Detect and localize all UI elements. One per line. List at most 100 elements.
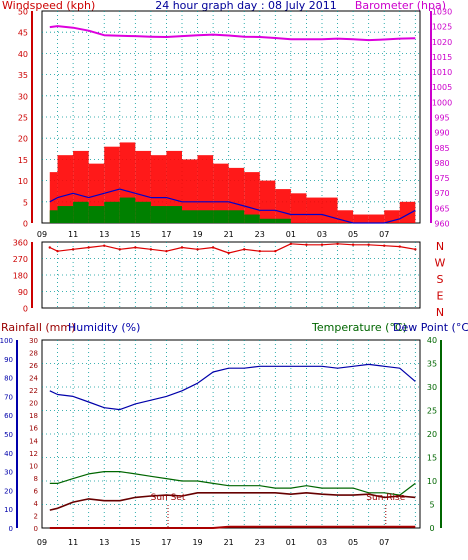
direction-point xyxy=(165,249,168,253)
wind-gust-bar xyxy=(399,201,416,223)
rain-tick-label: 8 xyxy=(34,475,38,483)
x-tick-label-wind: 03 xyxy=(317,230,327,239)
x-tick-label-temp: 13 xyxy=(99,538,109,547)
baro-tick-label: 965 xyxy=(434,204,449,213)
x-tick-label-temp: 21 xyxy=(224,538,234,547)
x-tick-label-wind: 01 xyxy=(286,230,296,239)
direction-point xyxy=(180,246,184,249)
x-tick-label-wind: 05 xyxy=(348,230,358,239)
wind-tick-label: 10 xyxy=(18,177,28,186)
baro-tick-label: 970 xyxy=(434,189,449,198)
direction-tick-label: 180 xyxy=(13,272,28,281)
wind-average-line xyxy=(49,188,416,224)
wind-min-bar xyxy=(259,218,276,223)
wind-tick-label: 5 xyxy=(23,198,28,207)
x-tick-label-wind: 09 xyxy=(37,230,47,239)
humidity-tick-label: 40 xyxy=(4,450,13,458)
x-tick-label-temp: 23 xyxy=(255,538,265,547)
x-tick-label-wind: 21 xyxy=(224,230,234,239)
wind-min-bar xyxy=(57,206,74,223)
rain-tick-label: 12 xyxy=(29,450,38,458)
wind-gust-bar xyxy=(306,197,322,223)
baro-tick-label: 1030 xyxy=(432,8,452,17)
x-tick-label-temp: 17 xyxy=(161,538,171,547)
rain-tick-label: 24 xyxy=(29,375,38,383)
direction-point xyxy=(243,248,246,251)
rain-tick-label: 16 xyxy=(29,425,38,433)
barometer-line xyxy=(49,25,416,42)
rain-tick-label: 6 xyxy=(34,487,39,495)
wind-axis-title: Windspeed (kph) xyxy=(2,0,95,12)
wind-gust-bar xyxy=(228,167,245,223)
rain-tick-label: 0 xyxy=(34,525,38,533)
wind-gust-bar xyxy=(166,150,182,223)
wind-min-bar xyxy=(197,210,214,223)
rain-tick-label: 10 xyxy=(29,462,38,470)
baro-tick-label: 990 xyxy=(434,129,449,138)
wind-gust-bar xyxy=(182,159,198,223)
wind-tick-label: 20 xyxy=(18,135,28,144)
direction-tick-label: 360 xyxy=(13,239,28,248)
temp-tick-label: 20 xyxy=(427,430,437,439)
direction-point xyxy=(289,242,293,246)
baro-tick-label: 980 xyxy=(434,159,449,168)
humidity-tick-label: 50 xyxy=(4,431,13,439)
wind-tick-label: 35 xyxy=(18,71,28,80)
baro-tick-label: 995 xyxy=(434,114,449,123)
temp-axis-title: Temperature (°C) xyxy=(311,321,407,334)
direction-point xyxy=(71,248,75,251)
temp-tick-label: 30 xyxy=(427,383,437,392)
humidity-tick-label: 10 xyxy=(4,506,13,514)
temp-tick-label: 35 xyxy=(427,360,437,369)
humidity-tick-label: 90 xyxy=(4,356,13,364)
temp-tick-label: 5 xyxy=(429,501,434,510)
wind-tick-label: 15 xyxy=(18,156,28,165)
direction-point xyxy=(305,243,308,246)
direction-point xyxy=(118,248,121,251)
direction-point xyxy=(196,248,199,251)
wind-tick-label: 25 xyxy=(18,114,28,123)
wind-tick-label: 40 xyxy=(18,50,28,59)
humidity-tick-label: 80 xyxy=(4,375,13,383)
wind-gust-bar xyxy=(49,172,58,223)
chart-title: 24 hour graph day : 08 July 2011 xyxy=(155,0,337,12)
wind-gust-bar xyxy=(244,172,260,223)
compass-label: S xyxy=(437,273,444,286)
wind-gust-bar xyxy=(213,163,229,223)
humidity-line xyxy=(49,363,416,411)
rain-tick-label: 30 xyxy=(29,337,38,345)
wind-min-bar xyxy=(135,201,151,223)
temp-tick-label: 25 xyxy=(427,407,437,416)
direction-point xyxy=(134,246,137,249)
direction-point xyxy=(87,246,90,249)
humidity-tick-label: 0 xyxy=(9,525,13,533)
wind-gust-bar xyxy=(275,189,291,223)
rain-tick-label: 20 xyxy=(29,400,38,408)
wind-tick-label: 50 xyxy=(18,8,28,17)
wind-min-bar xyxy=(244,214,260,223)
direction-point xyxy=(258,249,261,253)
x-tick-label-wind: 07 xyxy=(379,230,389,239)
x-tick-label-temp: 11 xyxy=(68,538,78,547)
rain-tick-label: 2 xyxy=(34,512,38,520)
x-tick-label-temp: 03 xyxy=(317,538,327,547)
wind-min-bar xyxy=(275,218,291,223)
humidity-tick-label: 30 xyxy=(4,469,13,477)
x-tick-label-temp: 05 xyxy=(348,538,358,547)
direction-point xyxy=(414,248,417,251)
temp-tick-label: 15 xyxy=(427,454,437,463)
baro-tick-label: 975 xyxy=(434,174,449,183)
direction-point xyxy=(336,242,339,246)
rainfall-line xyxy=(49,525,416,529)
wind-min-bar xyxy=(49,210,58,223)
rain-tick-label: 26 xyxy=(29,362,38,370)
dewpoint-line xyxy=(49,491,416,511)
direction-tick-label: 90 xyxy=(18,288,28,297)
wind-min-bar xyxy=(213,210,229,223)
rain-tick-label: 18 xyxy=(29,412,38,420)
wind-min-bar xyxy=(166,206,182,223)
direction-point xyxy=(56,249,59,253)
baro-tick-label: 1010 xyxy=(432,68,452,77)
x-tick-label-temp: 07 xyxy=(379,538,389,547)
